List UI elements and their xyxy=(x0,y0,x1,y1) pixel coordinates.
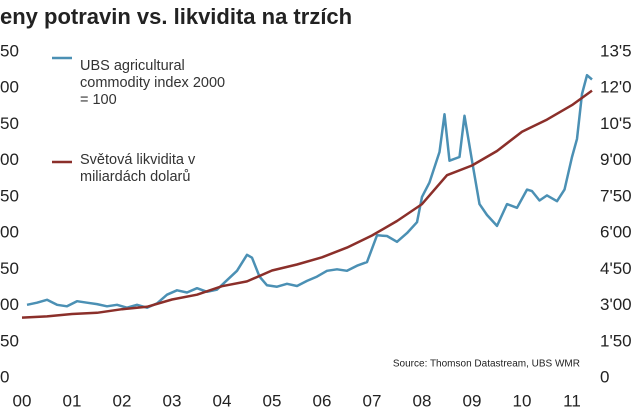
y2-tick-label: 0 xyxy=(600,367,609,386)
legend-entry: UBS agricultural commodity index 2000 = … xyxy=(80,58,226,108)
x-tick-label: 11 xyxy=(563,391,581,410)
y-tick-label: 00 xyxy=(0,150,19,169)
series-line xyxy=(21,89,593,319)
x-tick-label: 02 xyxy=(113,391,132,410)
y-tick-label: 00 xyxy=(0,223,19,242)
x-tick-label: 10 xyxy=(513,391,532,410)
y-tick-label: 00 xyxy=(0,295,19,314)
y2-tick-label: 13'5 xyxy=(600,41,632,60)
y-tick-label: 50 xyxy=(0,41,19,60)
y2-tick-label: 6'00 xyxy=(600,223,632,242)
y2-tick-label: 3'00 xyxy=(600,295,632,314)
y-tick-label: 0 xyxy=(0,367,9,386)
legend-entry: Světová likvidita v miliardách dolarů xyxy=(80,152,196,185)
x-tick-label: 04 xyxy=(213,391,232,410)
y-tick-label: 50 xyxy=(0,114,19,133)
x-tick-label: 00 xyxy=(13,391,32,410)
y-tick-label: 50 xyxy=(0,259,19,278)
y2-tick-label: 9'00 xyxy=(600,150,632,169)
x-tick-label: 01 xyxy=(63,391,82,410)
chart-title: eny potravin vs. likvidita na trzích xyxy=(0,4,352,29)
y-tick-label: 00 xyxy=(0,78,19,97)
x-tick-label: 06 xyxy=(313,391,332,410)
y-tick-label: 50 xyxy=(0,331,19,350)
y2-tick-label: 12'0 xyxy=(600,78,632,97)
y2-tick-label: 7'50 xyxy=(600,186,632,205)
y2-tick-label: 4'50 xyxy=(600,259,632,278)
x-tick-label: 05 xyxy=(263,391,282,410)
x-tick-label: 09 xyxy=(463,391,482,410)
source-note: Source: Thomson Datastream, UBS WMR xyxy=(393,359,580,370)
x-tick-label: 07 xyxy=(363,391,382,410)
x-tick-label: 03 xyxy=(163,391,182,410)
y2-tick-label: 1'50 xyxy=(600,331,632,350)
y-tick-label: 50 xyxy=(0,186,19,205)
y2-tick-label: 10'5 xyxy=(600,114,632,133)
x-tick-label: 08 xyxy=(413,391,432,410)
series-line xyxy=(26,73,593,309)
